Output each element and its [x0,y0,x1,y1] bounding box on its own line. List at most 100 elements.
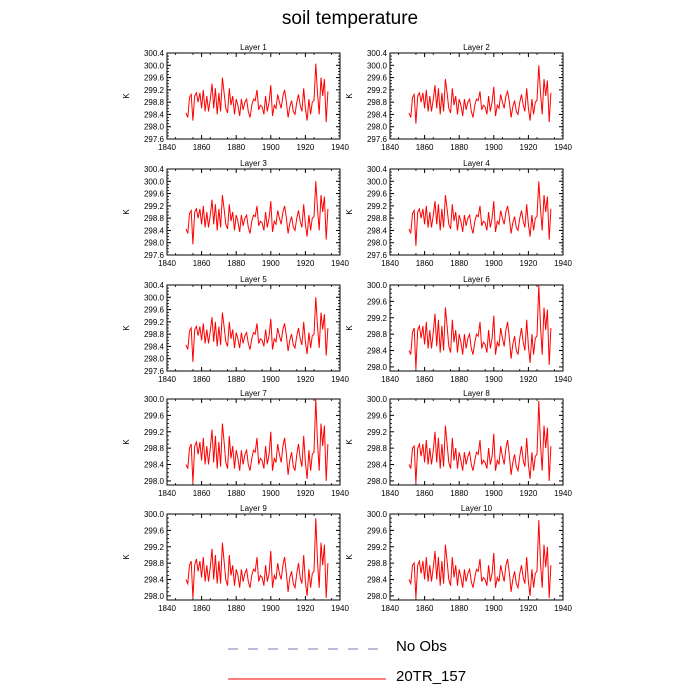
y-tick-label: 299.6 [144,411,165,420]
x-tick-label: 1840 [381,489,399,498]
y-tick-label: 300.4 [144,281,165,290]
x-tick-label: 1840 [158,489,176,498]
y-tick-label: 297.6 [367,135,388,144]
legend-line-dashed [228,648,386,650]
x-tick-label: 1880 [450,143,468,152]
x-tick-label: 1860 [193,143,211,152]
x-tick-label: 1900 [262,604,280,613]
panel-frame [389,284,564,372]
x-tick-label: 1840 [381,259,399,268]
y-axis-label: K [345,439,354,445]
x-tick-label: 1900 [485,489,503,498]
y-tick-label: 297.6 [367,251,388,260]
y-tick-label: 299.6 [367,297,388,306]
y-tick-label: 300.0 [144,177,165,186]
y-tick-label: 300.4 [144,165,165,174]
y-tick-label: 300.0 [144,61,165,70]
x-tick-label: 1900 [485,259,503,268]
y-tick-label: 299.6 [367,190,388,199]
x-tick-label: 1840 [381,375,399,384]
panel-title: Layer 2 [463,43,490,52]
y-tick-label: 299.2 [367,314,388,323]
y-axis-label: K [122,209,131,215]
chart-title: soil temperature [281,8,419,29]
panel-title: Layer 5 [240,275,267,284]
y-tick-label: 298.8 [144,559,165,568]
y-axis-label: K [122,325,131,331]
x-tick-label: 1880 [227,143,245,152]
y-tick-label: 299.2 [144,318,165,327]
x-tick-label: 1900 [262,259,280,268]
series-line-20TR_157 [408,181,552,246]
y-tick-label: 299.6 [367,74,388,83]
x-tick-label: 1880 [227,489,245,498]
y-tick-label: 298.4 [144,461,165,470]
panel-title: Layer 10 [461,504,493,513]
x-tick-label: 1940 [331,604,349,613]
y-tick-label: 298.8 [144,444,165,453]
y-tick-label: 299.2 [144,202,165,211]
y-tick-label: 298.0 [367,239,388,248]
panel-layer-4: Layer 4 K 297.6 298.0 298.4 298.8 299.2 299.6 30… [345,159,572,268]
y-tick-label: 298.4 [367,226,388,235]
y-tick-label: 298.8 [367,444,388,453]
x-tick-label: 1860 [416,489,434,498]
panel-frame [389,398,564,486]
y-tick-label: 298.4 [367,576,388,585]
y-tick-label: 299.6 [144,74,165,83]
x-tick-label: 1860 [416,604,434,613]
x-tick-label: 1840 [381,604,399,613]
x-tick-label: 1840 [158,604,176,613]
panel-layer-9: Layer 9 K 298.0 298.4 298.8 299.2 299.6 300.0 18… [122,504,349,613]
panel-title: Layer 1 [240,43,267,52]
x-tick-label: 1860 [193,259,211,268]
y-tick-label: 299.6 [144,526,165,535]
x-tick-label: 1920 [520,604,538,613]
panel-layer-2: Layer 2 K 297.6 298.0 298.4 298.8 299.2 299.6 30… [345,43,572,152]
y-tick-label: 298.8 [367,214,388,223]
y-tick-label: 300.0 [367,281,388,290]
x-tick-label: 1860 [193,375,211,384]
y-tick-label: 298.8 [367,559,388,568]
y-axis-label: K [345,554,354,560]
y-tick-label: 300.0 [367,510,388,519]
panel-layer-1: Layer 1 K 297.6 298.0 298.4 298.8 299.2 299.6 30… [122,43,349,152]
x-tick-label: 1920 [297,143,315,152]
x-tick-label: 1920 [297,489,315,498]
y-tick-label: 300.0 [367,177,388,186]
series-line-20TR_157 [185,181,329,245]
panel-title: Layer 3 [240,159,267,168]
y-tick-label: 298.4 [367,461,388,470]
series-line-20TR_157 [408,65,552,124]
panel-layer-7: Layer 7 K 298.0 298.4 298.8 299.2 299.6 300.0 18… [122,389,349,498]
y-tick-label: 299.2 [144,543,165,552]
y-tick-label: 298.0 [367,477,388,486]
x-tick-label: 1940 [331,375,349,384]
y-tick-label: 299.6 [367,411,388,420]
panel-title: Layer 6 [463,275,490,284]
y-axis-label: K [122,439,131,445]
panel-layer-5: Layer 5 K 297.6 298.0 298.4 298.8 299.2 299.6 30… [122,275,349,384]
y-axis-label: K [122,554,131,560]
x-tick-label: 1880 [450,375,468,384]
y-tick-label: 300.0 [144,510,165,519]
x-tick-label: 1940 [331,143,349,152]
y-tick-label: 298.4 [367,110,388,119]
x-tick-label: 1940 [554,604,572,613]
x-tick-label: 1840 [158,259,176,268]
y-tick-label: 298.0 [367,363,388,372]
panel-frame [166,513,341,601]
y-axis-label: K [345,93,354,99]
x-tick-label: 1940 [554,375,572,384]
panel-title: Layer 7 [240,389,267,398]
series-line-20TR_157 [185,518,329,599]
y-tick-label: 298.0 [367,592,388,601]
y-tick-label: 299.6 [144,306,165,315]
x-tick-label: 1840 [158,375,176,384]
y-tick-label: 298.0 [144,592,165,601]
y-tick-label: 299.2 [144,428,165,437]
x-tick-label: 1840 [381,143,399,152]
x-tick-label: 1920 [297,375,315,384]
legend-label-model: 20TR_157 [396,668,467,685]
